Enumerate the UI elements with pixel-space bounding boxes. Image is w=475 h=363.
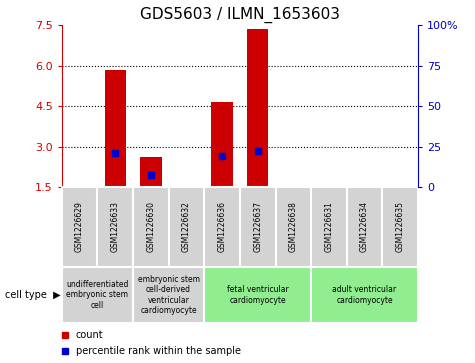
Text: GSM1226632: GSM1226632 [182,201,191,252]
Text: GSM1226638: GSM1226638 [289,201,298,252]
Title: GDS5603 / ILMN_1653603: GDS5603 / ILMN_1653603 [140,7,340,23]
Bar [204,267,311,323]
Text: GSM1226634: GSM1226634 [360,201,369,252]
Text: GSM1226633: GSM1226633 [111,201,120,252]
Bar [97,187,133,267]
Bar [104,70,126,187]
Text: GSM1226631: GSM1226631 [324,201,333,252]
Bar [211,102,233,187]
Text: count: count [76,330,104,340]
Bar [140,157,162,187]
Bar [311,267,418,323]
Bar [382,187,418,267]
Bar [62,187,97,267]
Text: GSM1226637: GSM1226637 [253,201,262,252]
Bar [204,187,240,267]
Bar [311,187,347,267]
Bar [347,187,382,267]
Bar [62,267,133,323]
Text: undifferentiated
embryonic stem
cell: undifferentiated embryonic stem cell [66,280,129,310]
Bar [169,187,204,267]
Bar [133,187,169,267]
Text: embryonic stem
cell-derived
ventricular
cardiomyocyte: embryonic stem cell-derived ventricular … [138,275,200,315]
Text: adult ventricular
cardiomyocyte: adult ventricular cardiomyocyte [332,285,397,305]
Bar [240,187,276,267]
Text: GSM1226629: GSM1226629 [75,201,84,252]
Text: GSM1226635: GSM1226635 [396,201,405,252]
Bar [133,267,204,323]
Text: GSM1226630: GSM1226630 [146,201,155,252]
Text: fetal ventricular
cardiomyocyte: fetal ventricular cardiomyocyte [227,285,289,305]
Text: GSM1226636: GSM1226636 [218,201,227,252]
Bar [276,187,311,267]
Text: cell type  ▶: cell type ▶ [5,290,60,300]
Bar [247,29,268,187]
Text: percentile rank within the sample: percentile rank within the sample [76,346,241,356]
